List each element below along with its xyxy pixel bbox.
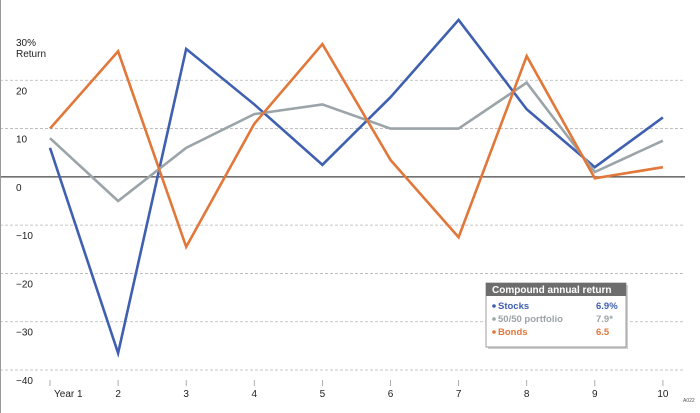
- legend-marker-2: [492, 330, 496, 334]
- x-tick-label-1: 2: [115, 389, 121, 400]
- legend-label-0: Stocks: [498, 301, 529, 312]
- legend-value-0: 6.9%: [596, 301, 618, 312]
- y-tick-label-6: −30: [16, 328, 33, 339]
- legend-label-1: 50/50 portfolio: [498, 314, 563, 325]
- y-tick-label-2: 10: [16, 135, 28, 146]
- legend-title: Compound annual return: [492, 285, 611, 296]
- x-tick-label-3: 4: [252, 389, 258, 400]
- legend-value-2: 6.5: [596, 327, 610, 338]
- x-tick-label-2: 3: [183, 389, 189, 400]
- series-line-bonds: [49, 41, 664, 251]
- y-tick-label-4: −10: [16, 231, 33, 242]
- source-mark: A022: [683, 398, 695, 404]
- y-axis-label: Return: [16, 49, 46, 60]
- y-tick-label-0: 30%: [16, 38, 36, 49]
- legend-marker-0: [492, 304, 496, 308]
- legend-header: [486, 283, 626, 296]
- legend-marker-1: [492, 317, 496, 321]
- x-tick-label-7: 8: [524, 389, 530, 400]
- x-tick-label-0: Year 1: [54, 389, 83, 400]
- x-tick-label-5: 6: [388, 389, 394, 400]
- series-line-50-50-portfolio: [49, 80, 664, 203]
- x-tick-label-6: 7: [456, 389, 462, 400]
- x-tick-label-4: 5: [320, 389, 326, 400]
- legend-label-2: Bonds: [498, 327, 528, 338]
- y-tick-label-5: −20: [16, 279, 33, 290]
- x-tick-label-9: 10: [657, 389, 669, 400]
- legend-value-1: 7.9*: [596, 314, 613, 325]
- y-tick-label-1: 20: [16, 86, 28, 97]
- series-line-stocks: [48, 17, 664, 358]
- x-tick-label-8: 9: [592, 389, 598, 400]
- y-tick-label-7: −40: [16, 376, 33, 387]
- y-tick-label-3: 0: [16, 183, 22, 194]
